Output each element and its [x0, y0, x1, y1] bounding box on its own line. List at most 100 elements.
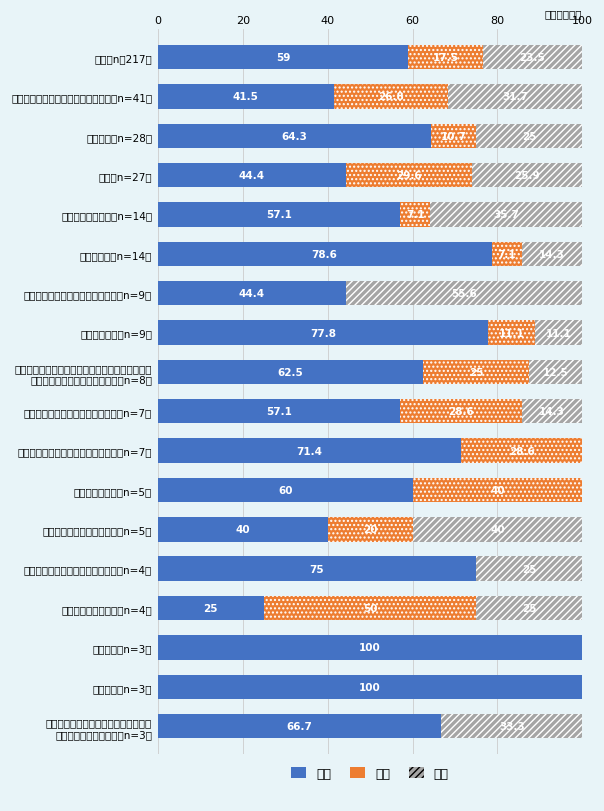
Bar	[441, 714, 582, 738]
Bar	[529, 360, 582, 384]
Text: 25: 25	[469, 367, 483, 377]
Bar	[488, 321, 535, 345]
Bar	[529, 360, 582, 384]
Text: 78.6: 78.6	[312, 250, 338, 260]
Bar	[476, 557, 582, 581]
Bar	[158, 635, 582, 660]
Bar	[158, 360, 582, 384]
Bar	[158, 242, 492, 267]
Text: 64.3: 64.3	[281, 131, 307, 142]
Bar	[522, 242, 582, 267]
Text: 20: 20	[363, 525, 378, 534]
Bar	[158, 203, 400, 227]
Text: 29.6: 29.6	[396, 171, 422, 181]
Bar	[158, 439, 461, 463]
Bar	[431, 203, 582, 227]
Bar	[400, 400, 522, 424]
Bar	[522, 400, 582, 424]
Bar	[408, 45, 483, 71]
Text: 57.1: 57.1	[266, 210, 292, 221]
Bar	[158, 675, 582, 699]
Text: 62.5: 62.5	[278, 367, 303, 377]
Text: 40: 40	[490, 485, 505, 496]
Text: 25: 25	[522, 603, 536, 613]
Bar	[413, 517, 582, 542]
Text: 26.8: 26.8	[378, 92, 403, 102]
Bar	[423, 360, 529, 384]
Text: 14.3: 14.3	[539, 407, 565, 417]
Bar	[327, 517, 413, 542]
Text: 40: 40	[490, 525, 505, 534]
Bar	[431, 124, 476, 148]
Text: 28.6: 28.6	[509, 446, 535, 456]
Bar	[158, 439, 582, 463]
Bar	[158, 557, 582, 581]
Bar	[413, 478, 582, 503]
Text: 100: 100	[359, 642, 381, 653]
Bar	[535, 321, 582, 345]
Bar	[158, 635, 582, 660]
Bar	[472, 164, 582, 188]
Bar	[413, 517, 582, 542]
Text: 23.5: 23.5	[519, 53, 545, 63]
Bar	[158, 478, 582, 503]
Bar	[400, 203, 431, 227]
Bar	[158, 45, 582, 71]
Text: 14.3: 14.3	[539, 250, 565, 260]
Text: 44.4: 44.4	[239, 289, 265, 298]
Text: 25.9: 25.9	[514, 171, 540, 181]
Bar	[158, 517, 582, 542]
Text: 77.8: 77.8	[310, 328, 336, 338]
Bar	[461, 439, 582, 463]
Text: 12.5: 12.5	[543, 367, 569, 377]
Text: 10.7: 10.7	[440, 131, 466, 142]
Text: 57.1: 57.1	[266, 407, 292, 417]
Text: 11.1: 11.1	[546, 328, 572, 338]
Bar	[158, 124, 582, 148]
Text: 44.4: 44.4	[239, 171, 265, 181]
Bar	[158, 124, 431, 148]
Bar	[158, 85, 334, 109]
Bar	[461, 439, 582, 463]
Bar	[158, 596, 264, 620]
Bar	[441, 714, 582, 738]
Bar	[346, 281, 582, 306]
Bar	[158, 400, 582, 424]
Bar	[264, 596, 476, 620]
Text: 71.4: 71.4	[297, 446, 323, 456]
Bar	[492, 242, 522, 267]
Bar	[431, 203, 582, 227]
Bar	[400, 203, 431, 227]
Text: 25: 25	[204, 603, 218, 613]
Bar	[158, 281, 582, 306]
Bar	[346, 281, 582, 306]
Bar	[535, 321, 582, 345]
Text: 66.7: 66.7	[286, 721, 312, 732]
Text: 40: 40	[236, 525, 250, 534]
Text: 41.5: 41.5	[233, 92, 259, 102]
Bar	[472, 164, 582, 188]
Text: 11.1: 11.1	[499, 328, 524, 338]
Bar	[158, 203, 582, 227]
Text: 35.7: 35.7	[493, 210, 519, 221]
Bar	[158, 557, 476, 581]
Bar	[158, 675, 582, 699]
Bar	[483, 45, 582, 71]
Bar	[476, 596, 582, 620]
Text: 7.1: 7.1	[406, 210, 425, 221]
Bar	[158, 360, 423, 384]
Legend: 黒字, 均衡, 赤字: 黒字, 均衡, 赤字	[291, 767, 449, 780]
Bar	[448, 85, 582, 109]
Text: 25: 25	[522, 564, 536, 574]
Bar	[423, 360, 529, 384]
Bar	[158, 321, 488, 345]
Bar	[334, 85, 448, 109]
Bar	[346, 164, 472, 188]
Bar	[158, 714, 441, 738]
Bar	[476, 124, 582, 148]
Bar	[413, 478, 582, 503]
Bar	[334, 85, 448, 109]
Text: 55.6: 55.6	[451, 289, 477, 298]
Text: 60: 60	[278, 485, 292, 496]
Bar	[158, 517, 327, 542]
